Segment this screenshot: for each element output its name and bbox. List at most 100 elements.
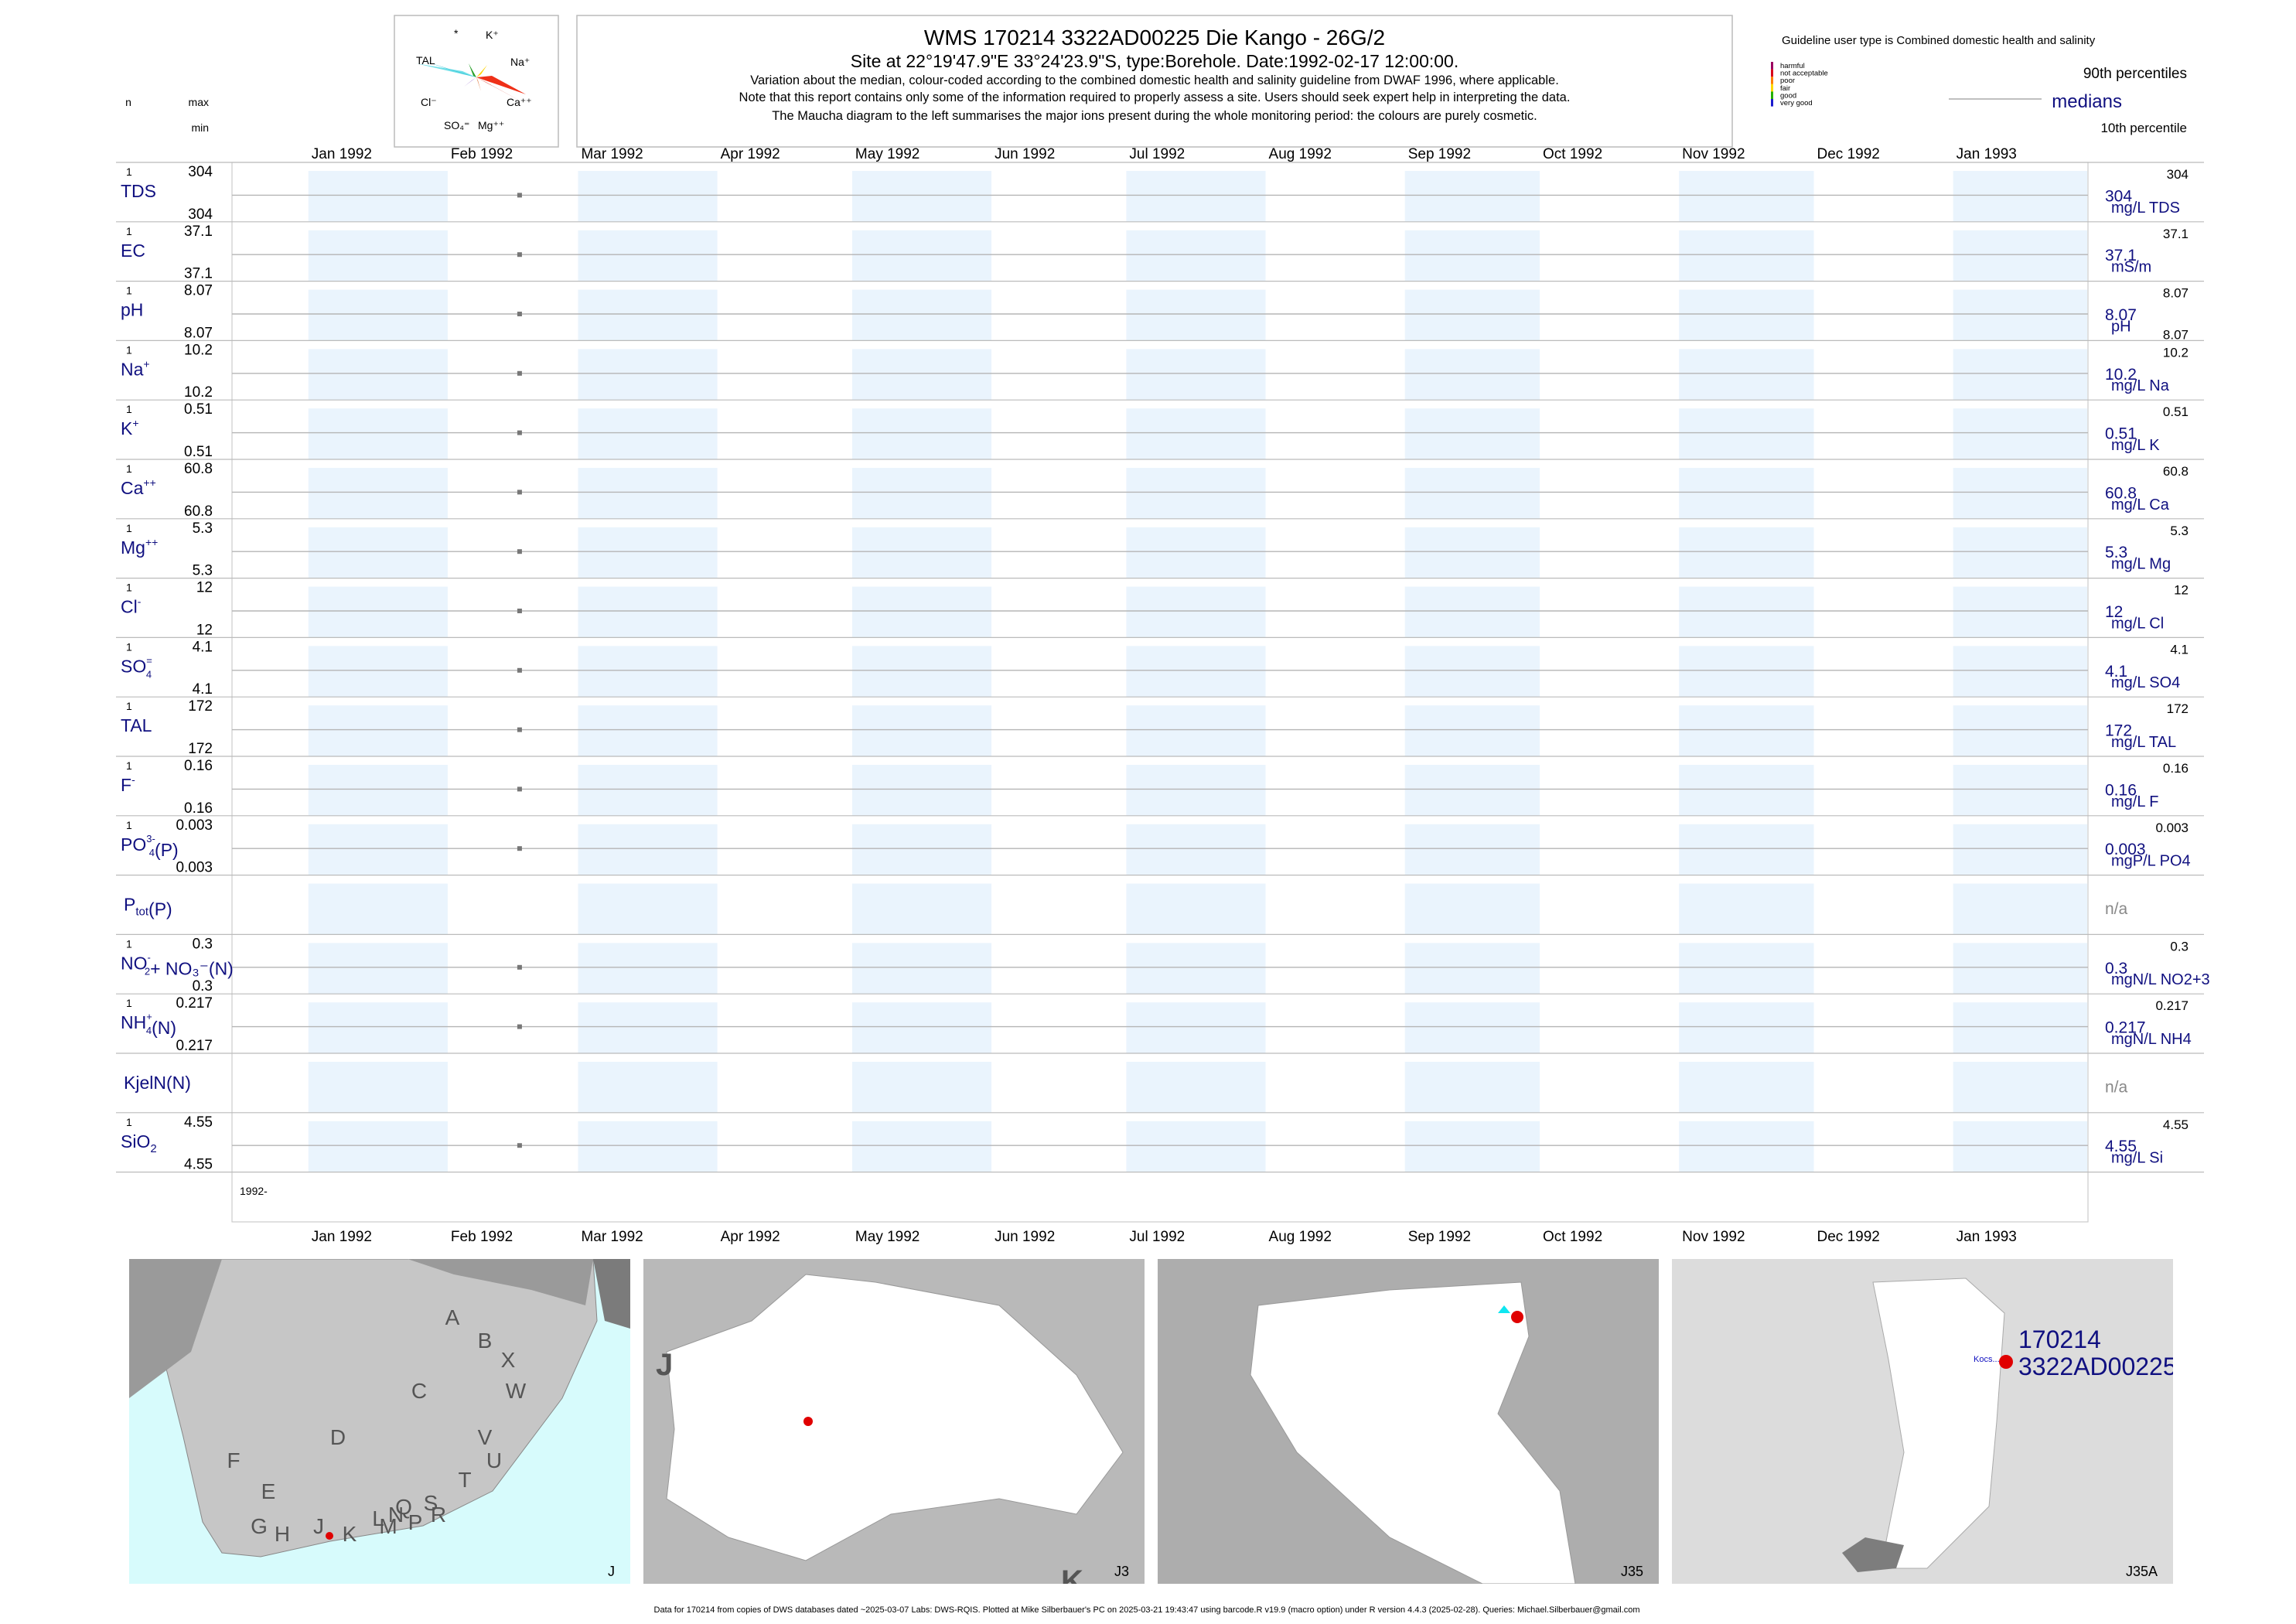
row-unit: mg/L Mg [2111,556,2171,573]
x-tick-label-top: Sep 1992 [1408,146,1471,162]
map-panel-label: J [608,1564,615,1579]
map-panel-label: J3 [1114,1564,1129,1579]
map-drainage-letter: C [411,1379,427,1403]
row-n: 1 [126,640,132,653]
row-p90: 172 [2167,701,2189,716]
row-max: 0.3 [193,936,213,952]
row-n: 1 [126,700,132,712]
row-max: 5.3 [193,520,213,537]
maucha-segment-cl [464,77,476,87]
row-max: 60.8 [184,461,213,477]
x-tick-label-top: Oct 1992 [1543,146,1602,162]
row-gap [233,459,2087,468]
row-min: 4.55 [184,1157,213,1173]
sample-point [517,1024,522,1029]
row-n: 1 [126,759,132,772]
map-drainage-letter: Q [395,1495,412,1519]
sample-point [517,549,522,554]
row-gap [233,637,2087,647]
map-site-marker [326,1532,333,1540]
row-p90: 4.55 [2163,1117,2189,1132]
row-n: 1 [126,285,132,297]
map-region-letter: J [656,1348,673,1382]
row-median-value: 4.55 [2105,1138,2137,1155]
report-note-1: Variation about the median, colour-coded… [750,73,1559,87]
map-drainage-letter: X [501,1348,516,1372]
row-median-value: n/a [2105,1078,2128,1096]
row-max: 0.51 [184,401,213,418]
row-parameter-name: TDS [121,181,156,201]
row-summary: 5.3mg/L Mg5.3 [2105,524,2189,573]
map-site-marker [1511,1311,1523,1323]
row-unit: mg/L TDS [2111,200,2180,217]
maucha-label-cl: Cl⁻ [421,96,437,108]
row-median-value: 0.217 [2105,1019,2146,1037]
x-tick-label-bottom: Feb 1992 [451,1229,513,1245]
row-min: 0.51 [184,444,213,460]
row-summary: 37.1mS/m37.1 [2105,227,2189,276]
parameter-row: KjelN(N) n/a [116,1073,2204,1114]
row-gap [233,815,2087,824]
footer-note: Data for 170214 from copies of DWS datab… [654,1605,1640,1615]
x-tick-label-bottom: Dec 1992 [1817,1229,1880,1245]
x-tick-label-bottom: Oct 1992 [1543,1229,1602,1245]
row-parameter-name: pH [121,300,143,320]
map-drainage-letter: B [478,1329,493,1353]
parameter-row: 1 5.35.3Mg++5.3mg/L Mg5.3 [116,520,2204,579]
sample-point [517,193,522,198]
report-note-2: Note that this report contains only some… [739,90,1571,104]
row-parameter-name: KjelN(N) [124,1073,191,1093]
maucha-diagram: * K⁺ TAL Na⁺ Cl⁻ Ca⁺⁺ SO₄⁼ Mg⁺⁺ [416,27,532,131]
map-site-marker [1999,1355,2013,1369]
sample-point [517,1143,522,1148]
map-drainage-letter: H [275,1522,290,1546]
maucha-segment-tal-2 [421,60,476,77]
row-unit: mg/L SO4 [2111,674,2180,691]
row-parameter-name: SiO2 [121,1131,157,1155]
row-median-value: 4.1 [2105,663,2127,681]
row-max: 0.003 [176,817,213,834]
x-tick-label-top: Apr 1992 [721,146,780,162]
row-unit: mgP/L PO4 [2111,853,2191,870]
row-min: 0.3 [193,978,213,995]
row-max: 12 [196,580,213,596]
row-parameter-name: Ca++ [121,476,156,498]
row-gap [233,400,2087,409]
map-site-label-1: 170214 [2018,1325,2101,1353]
row-unit: mS/m [2111,259,2151,276]
row-gap [233,340,2087,350]
legend-class-label: fair [1780,84,1790,93]
legend-swatch-1 [1771,69,1773,77]
row-gap [233,281,2087,290]
map-drainage-letter: R [431,1503,446,1527]
maucha-segment-ca [476,76,526,94]
sample-point [517,312,522,316]
x-tick-label-bottom: Jan 1993 [1957,1229,2017,1245]
map-drainage-letter: G [251,1514,268,1538]
map-site-label-2: 3322AD00225 [2018,1353,2177,1380]
map-catchment [666,1274,1124,1561]
row-n: 1 [126,343,132,356]
month-band [1679,162,1814,1172]
x-tick-label-bottom: Apr 1992 [721,1229,780,1245]
map-drainage-letter: V [478,1425,493,1449]
legend-p10: 10th percentile [2100,121,2187,135]
map-drainage-letter: E [261,1479,276,1503]
x-tick-label-top: Jun 1992 [994,146,1055,162]
row-max: 4.1 [193,639,213,655]
sample-point [517,667,522,673]
map-drainage-letter: F [227,1448,240,1472]
row-parameter-name: EC [121,241,145,261]
maucha-label-ca: Ca⁺⁺ [507,96,532,108]
row-n: 1 [126,522,132,534]
